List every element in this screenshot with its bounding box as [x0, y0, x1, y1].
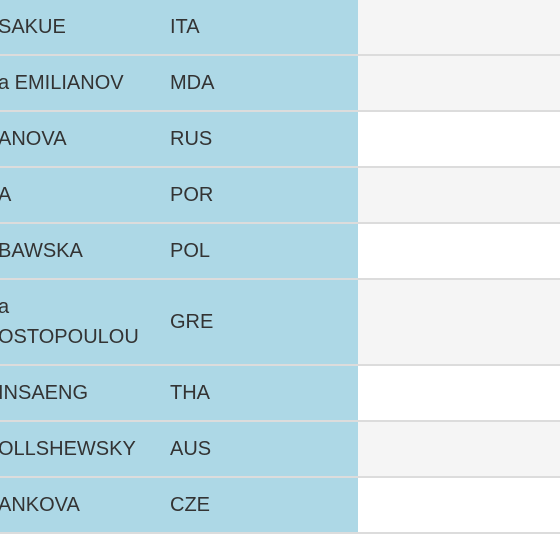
country-code: ITA [170, 15, 200, 38]
empty-cell [358, 366, 560, 420]
empty-cell [358, 0, 560, 54]
country-code: GRE [170, 310, 214, 333]
cell-background [0, 0, 358, 54]
cell-background [0, 366, 358, 420]
name-line: OSTOPOULOU [0, 326, 139, 348]
cell-background [0, 224, 358, 278]
table-row: a OSTOPOULOU GRE [0, 280, 560, 366]
athlete-name: a EMILIANOV [0, 56, 158, 110]
table-row: OLLSHEWSKY AUS [0, 422, 560, 478]
cell-background [0, 168, 358, 222]
athlete-name: A [0, 168, 158, 222]
athlete-name: SAKUE [0, 0, 158, 54]
athlete-name: ANKOVA [0, 478, 158, 532]
country-code: THA [170, 381, 210, 404]
table-row: ANKOVA CZE [0, 478, 560, 534]
name-line: a [0, 296, 10, 318]
athlete-name: a OSTOPOULOU [0, 280, 158, 364]
country-code: MDA [170, 71, 215, 94]
athlete-name: BAWSKA [0, 224, 158, 278]
empty-cell [358, 478, 560, 532]
table-row: BAWSKA POL [0, 224, 560, 280]
table-row: INSAENG THA [0, 366, 560, 422]
cell-background [0, 478, 358, 532]
name-line: INSAENG [0, 382, 89, 404]
country-code: AUS [170, 437, 212, 460]
country-code: RUS [170, 127, 213, 150]
name-line: A [0, 184, 12, 206]
empty-cell [358, 224, 560, 278]
name-line: SAKUE [0, 16, 66, 38]
table-row: SAKUE ITA [0, 0, 560, 56]
empty-cell [358, 56, 560, 110]
empty-cell [358, 112, 560, 166]
name-line: ANKOVA [0, 494, 80, 516]
athlete-name: OLLSHEWSKY [0, 422, 158, 476]
table-row: a EMILIANOV MDA [0, 56, 560, 112]
name-line: ANOVA [0, 128, 67, 150]
country-code: POR [170, 183, 214, 206]
table-row: A POR [0, 168, 560, 224]
cell-background [0, 112, 358, 166]
country-code: POL [170, 239, 211, 262]
athlete-name: INSAENG [0, 366, 158, 420]
cell-background [0, 280, 358, 364]
country-code: CZE [170, 493, 210, 516]
athlete-name: ANOVA [0, 112, 158, 166]
empty-cell [358, 422, 560, 476]
empty-cell [358, 280, 560, 364]
cell-background [0, 56, 358, 110]
empty-cell [358, 168, 560, 222]
name-line: BAWSKA [0, 240, 83, 262]
name-line: a EMILIANOV [0, 72, 124, 94]
table-row: ANOVA RUS [0, 112, 560, 168]
cell-background [0, 422, 358, 476]
name-line: OLLSHEWSKY [0, 438, 136, 460]
